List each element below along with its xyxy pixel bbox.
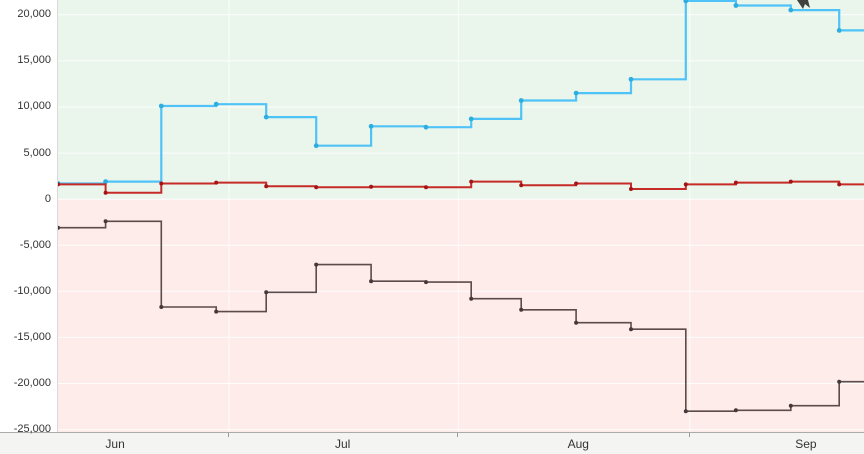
x-tick-label: Jun [105, 437, 125, 451]
cyan-series-marker [103, 179, 108, 185]
cyan-series-marker [213, 101, 219, 107]
red-series-marker [683, 182, 688, 187]
cyan-series-marker [836, 28, 842, 33]
y-tick-label: -5,000 [19, 238, 51, 251]
dark-series-marker [733, 408, 738, 413]
red-series-marker [837, 182, 842, 187]
y-tick-label: 5,000 [23, 146, 51, 159]
red-series-marker [214, 180, 219, 185]
red-series-marker [788, 179, 793, 184]
cyan-series-marker [313, 143, 319, 149]
red-series-marker [314, 185, 319, 190]
x-axis-tick [457, 433, 459, 437]
cyan-series-marker [683, 0, 689, 4]
red-series-marker [629, 187, 633, 191]
red-series-marker [574, 181, 579, 186]
negative-region [58, 199, 864, 432]
cyan-series-marker [628, 76, 634, 82]
red-series-marker [264, 184, 269, 189]
dark-series-marker [788, 403, 793, 408]
cyan-series-marker [368, 123, 374, 129]
y-tick-label: 20,000 [17, 8, 51, 21]
red-series-marker [424, 185, 428, 190]
cyan-series-marker [158, 103, 164, 109]
red-series-marker [369, 184, 374, 189]
dark-series-marker [519, 307, 524, 312]
cyan-series-marker [733, 3, 739, 8]
red-series-marker [469, 179, 474, 184]
x-tick-label: Aug [567, 437, 589, 451]
y-tick-label: 15,000 [17, 54, 51, 67]
chart-canvas[interactable] [58, 0, 864, 432]
dark-series-marker [424, 280, 428, 285]
dark-series-marker [58, 225, 60, 230]
cyan-series-marker [788, 7, 794, 13]
x-tick-label: Jul [335, 437, 351, 451]
cyan-series-marker [263, 114, 269, 120]
y-tick-label: -25,000 [13, 423, 51, 436]
red-series-marker [103, 190, 108, 195]
dark-series-marker [314, 262, 319, 267]
x-axis: Jun Jul Aug Sep [0, 432, 864, 454]
y-tick-label: -15,000 [13, 330, 51, 343]
x-tick-label: Sep [795, 437, 817, 451]
dark-series-marker [837, 379, 842, 384]
dark-series-marker [629, 327, 633, 332]
cyan-series-marker [423, 124, 429, 130]
dark-series-marker [103, 219, 108, 224]
dark-series-marker [469, 296, 474, 301]
dark-series-marker [369, 279, 374, 284]
dark-series-marker [683, 409, 688, 414]
y-tick-label: -20,000 [13, 377, 51, 390]
positive-region [58, 0, 864, 200]
cyan-series-marker [573, 90, 579, 96]
dark-series-marker [159, 305, 164, 309]
dark-series-marker [264, 290, 269, 295]
cyan-series-marker [468, 116, 474, 122]
y-tick-label: 0 [44, 192, 51, 205]
y-tick-label: -10,000 [13, 284, 51, 297]
red-series-marker [519, 183, 524, 188]
red-series-marker [733, 180, 738, 185]
red-series-marker [58, 182, 60, 187]
plot-area[interactable] [57, 0, 864, 432]
dark-series-marker [214, 309, 219, 314]
cyan-series-marker [518, 98, 524, 103]
dark-series-marker [574, 320, 579, 325]
mouse-cursor-icon [797, 0, 810, 9]
red-series-marker [159, 181, 164, 186]
y-tick-label: 10,000 [17, 100, 51, 113]
x-axis-tick [688, 433, 690, 437]
y-axis: 20,000 15,000 10,000 5,000 0 -5,000 -10,000 -15… [0, 0, 57, 435]
x-axis-tick [228, 433, 230, 437]
